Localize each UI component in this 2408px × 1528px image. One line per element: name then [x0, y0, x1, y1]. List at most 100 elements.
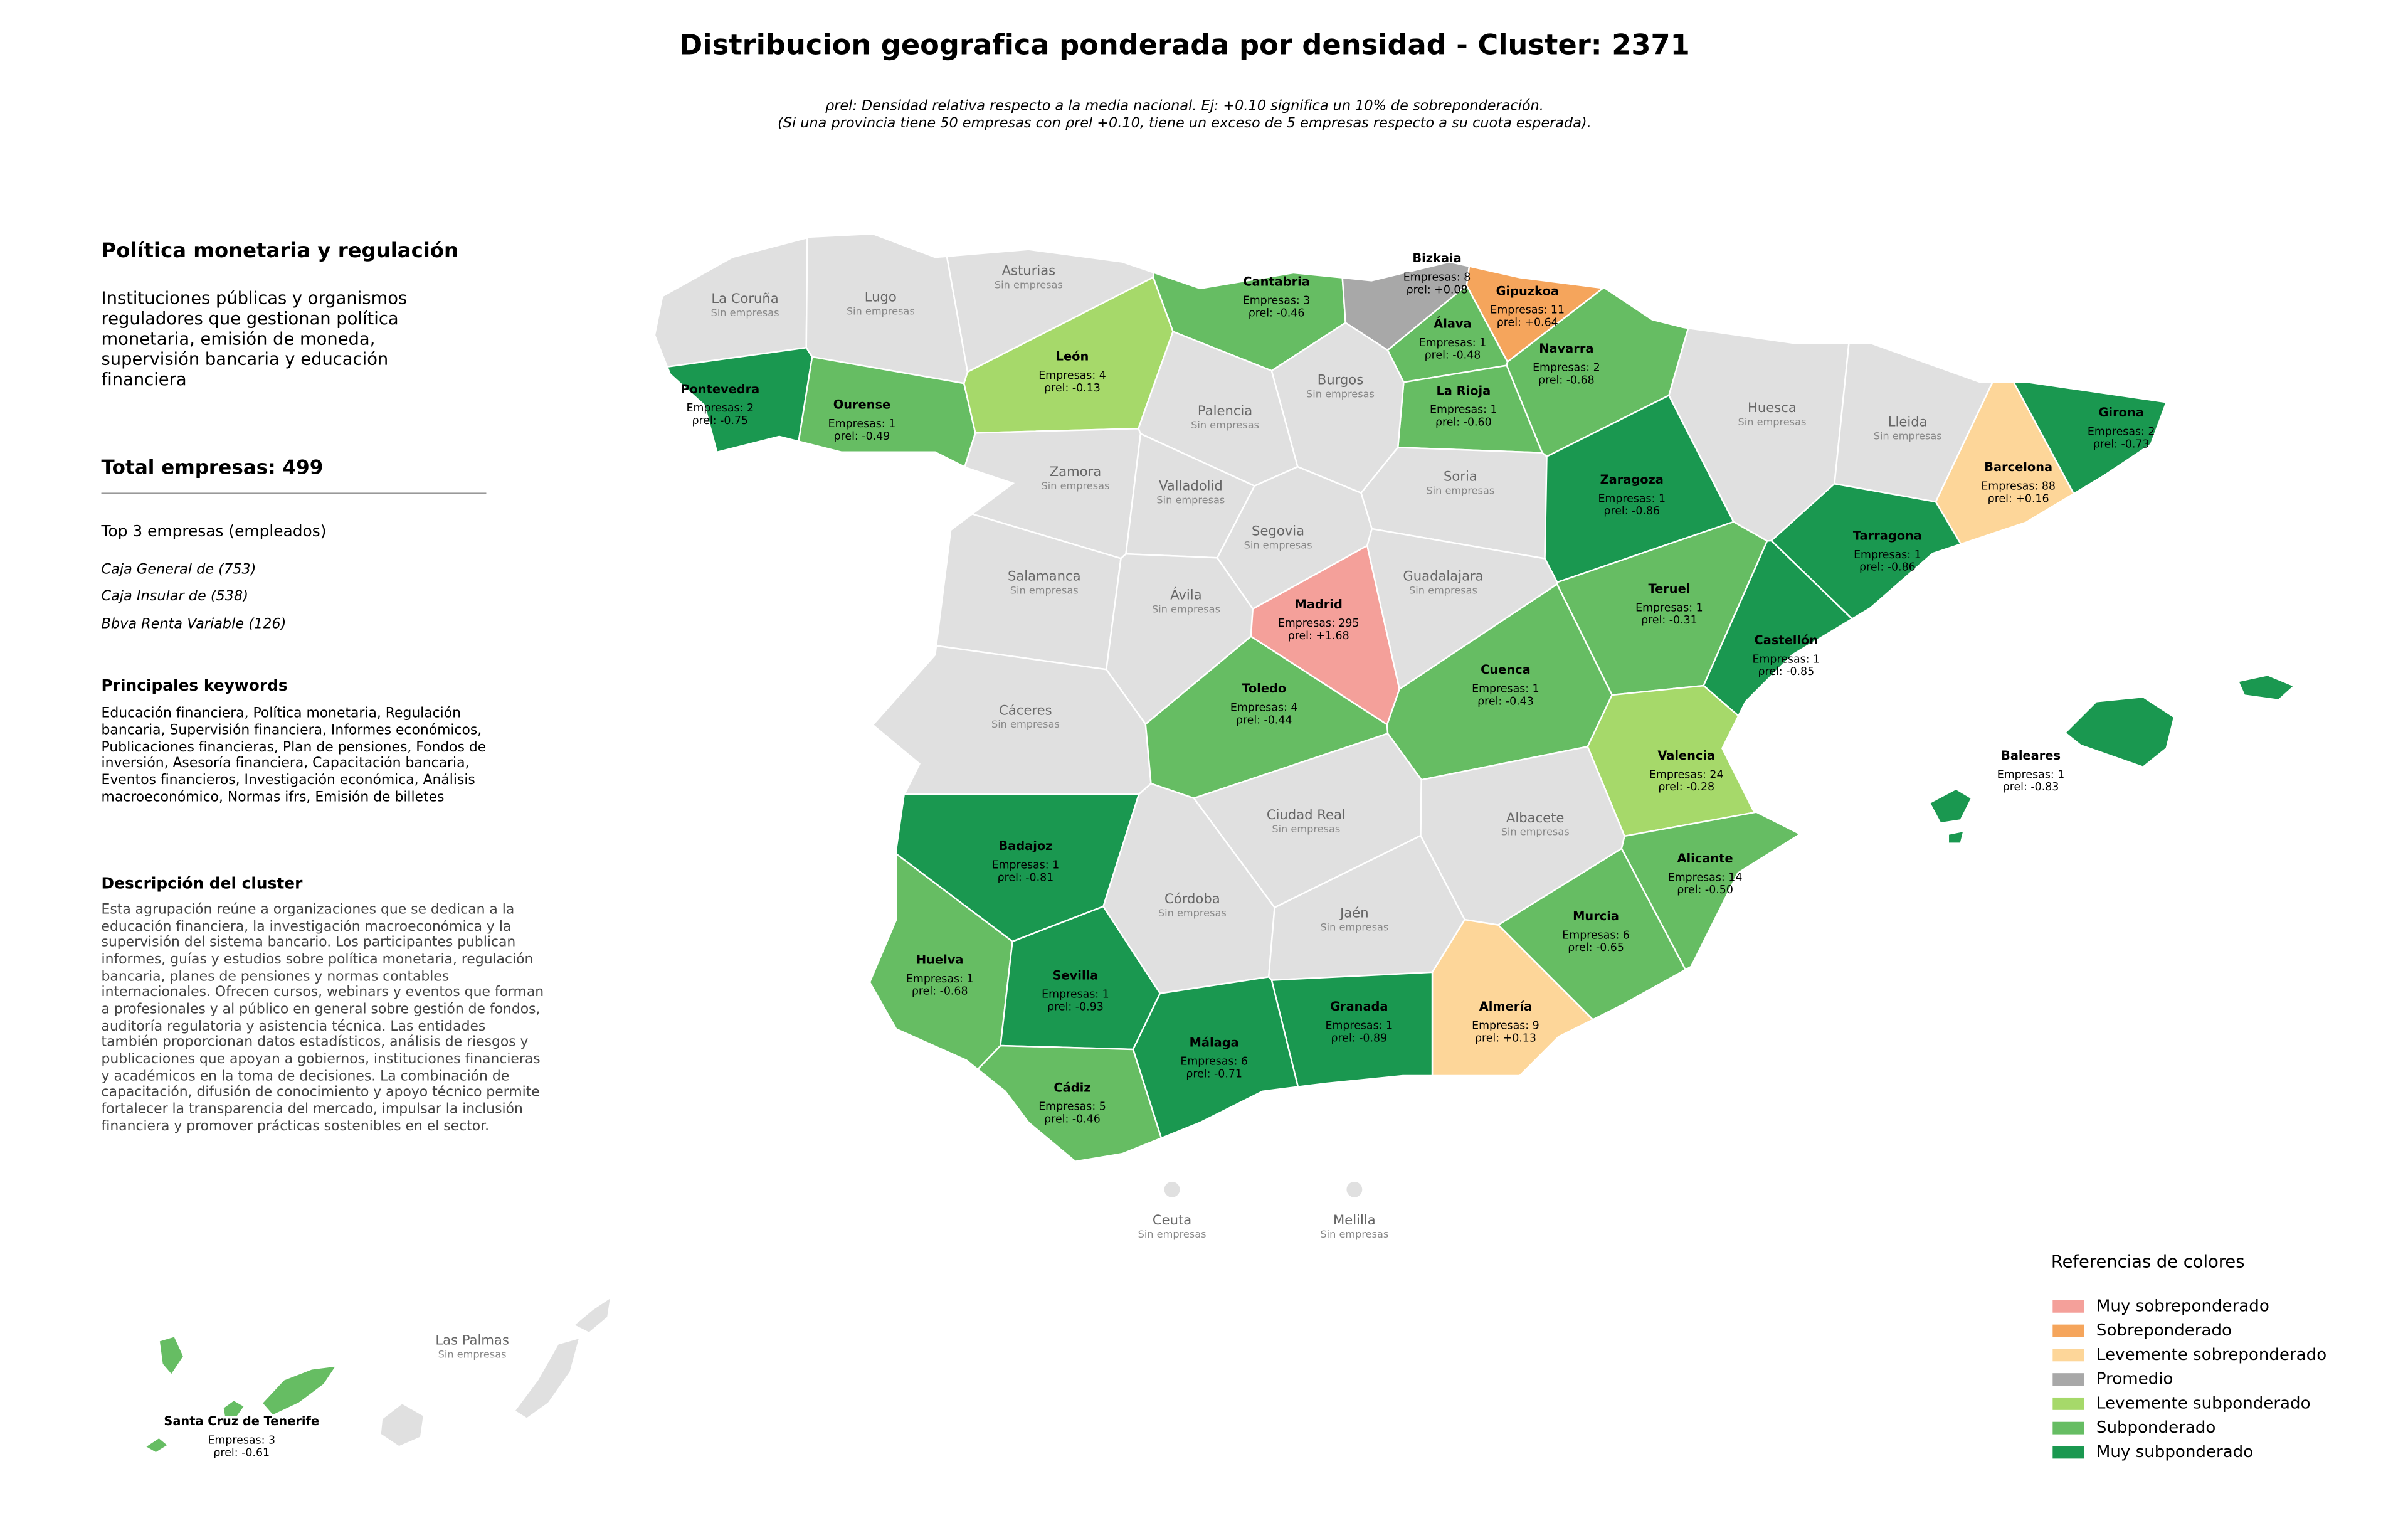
region-rho: ρrel: -0.93	[1047, 1001, 1104, 1014]
region-rho: ρrel: -0.85	[1758, 666, 1814, 678]
region-name: Cantabria	[1243, 274, 1310, 289]
region-count: Empresas: 1	[906, 973, 974, 985]
province	[666, 346, 813, 454]
region-count: Empresas: 2	[2088, 425, 2155, 438]
legend-label: Muy sobreponderado	[2096, 1297, 2269, 1315]
region-rho: ρrel: -0.46	[1044, 1113, 1101, 1126]
region-name: Granada	[1330, 999, 1388, 1014]
legend-label: Levemente subponderado	[2096, 1394, 2311, 1413]
region-name: Melilla	[1333, 1212, 1376, 1228]
region-name: La Rioja	[1436, 383, 1491, 398]
legend-swatch	[2052, 1300, 2084, 1313]
top-item: Caja Insular de (538)	[101, 589, 249, 605]
region-status: Sin empresas	[991, 718, 1060, 730]
subtitle: ρrel: Densidad relativa respecto a la me…	[825, 98, 1544, 114]
region-name: Santa Cruz de Tenerife	[164, 1414, 319, 1428]
region-rho: ρrel: -0.43	[1477, 695, 1534, 708]
region-name: Asturias	[1002, 262, 1056, 278]
region-name: Lleida	[1888, 414, 1928, 430]
province	[1770, 482, 1962, 620]
top-item: Caja General de (753)	[101, 563, 256, 579]
region-rho: ρrel: +1.68	[1288, 630, 1349, 642]
legend-swatch	[2052, 1324, 2084, 1337]
region-count: Empresas: 2	[686, 402, 754, 415]
region-name: Ávila	[1170, 586, 1201, 602]
region-name: Córdoba	[1164, 891, 1220, 906]
region-count: Empresas: 295	[1278, 617, 1360, 630]
region-status: Sin empresas	[1320, 1228, 1388, 1240]
region-name: Girona	[2099, 405, 2144, 420]
region-name: Salamanca	[1008, 568, 1081, 584]
region-count: Empresas: 8	[1403, 271, 1471, 284]
region-rho: ρrel: -0.83	[2003, 781, 2059, 793]
region-status: Sin empresas	[995, 279, 1063, 290]
legend-label: Levemente sobreponderado	[2096, 1345, 2326, 1364]
region-rho: ρrel: -0.61	[213, 1446, 270, 1459]
region-status: Sin empresas	[1426, 484, 1494, 496]
region-count: Empresas: 1	[1326, 1019, 1393, 1032]
region-rho: ρrel: -0.75	[692, 415, 748, 427]
region-rho: ρrel: -0.89	[1331, 1032, 1387, 1044]
region-rho: ρrel: -0.46	[1249, 307, 1305, 320]
region-name: Valencia	[1657, 748, 1715, 763]
region-status: Sin empresas	[711, 307, 779, 319]
panel-title: Política monetaria y regulación	[101, 240, 459, 264]
region-name: Badajoz	[998, 839, 1052, 853]
region-count: Empresas: 1	[1635, 602, 1703, 614]
region-status: Sin empresas	[1158, 907, 1227, 919]
region-count: Empresas: 1	[1753, 653, 1820, 666]
island	[513, 1336, 581, 1420]
region-name: Cádiz	[1054, 1080, 1090, 1095]
region-status: Sin empresas	[1409, 584, 1477, 596]
region-name: Ciudad Real	[1267, 807, 1346, 822]
region-name: Burgos	[1318, 371, 1363, 387]
region-rho: ρrel: -0.86	[1603, 505, 1660, 517]
region-count: Empresas: 1	[992, 859, 1060, 871]
legend-title: Referencias de colores	[2051, 1253, 2245, 1272]
region-name: Castellón	[1755, 633, 1819, 647]
region-name: Alicante	[1677, 851, 1733, 866]
island	[158, 1335, 185, 1377]
region-name: Ourense	[833, 398, 890, 412]
region-rho: ρrel: +0.64	[1497, 316, 1558, 329]
legend-label: Muy subponderado	[2096, 1443, 2253, 1462]
region-rho: ρrel: +0.16	[1988, 492, 2049, 505]
region-count: Empresas: 1	[1419, 337, 1487, 349]
region-status: Sin empresas	[1738, 416, 1806, 428]
region-count: Empresas: 4	[1230, 701, 1298, 714]
region-rho: ρrel: +0.08	[1407, 284, 1468, 296]
province	[1132, 976, 1299, 1140]
region-name: Cuenca	[1481, 662, 1531, 677]
region-rho: ρrel: -0.50	[1677, 884, 1733, 896]
legend-label: Subponderado	[2096, 1418, 2215, 1437]
separator	[101, 492, 487, 494]
city	[1164, 1181, 1180, 1197]
province	[1431, 918, 1595, 1077]
legend-swatch	[2052, 1373, 2084, 1386]
region-name: Palencia	[1198, 403, 1252, 418]
region-name: Toledo	[1242, 681, 1286, 696]
region-count: Empresas: 9	[1472, 1019, 1539, 1032]
description-title: Descripción del cluster	[101, 876, 303, 894]
region-name: Huelva	[916, 953, 963, 967]
region-rho: ρrel: +0.13	[1475, 1032, 1536, 1044]
region-name: Albacete	[1506, 810, 1565, 825]
region-name: Tarragona	[1853, 528, 1922, 543]
region-name: Bizkaia	[1412, 251, 1461, 265]
region-rho: ρrel: -0.44	[1236, 714, 1292, 726]
region-rho: ρrel: -0.31	[1641, 614, 1698, 627]
island	[260, 1364, 339, 1417]
region-rho: ρrel: -0.60	[1435, 416, 1492, 429]
top-item: Bbva Renta Variable (126)	[101, 617, 287, 634]
region-name: Zaragoza	[1600, 472, 1664, 487]
island	[1928, 788, 1973, 824]
region-name: Sevilla	[1053, 968, 1099, 982]
region-count: Empresas: 11	[1490, 304, 1565, 317]
region-name: León	[1056, 349, 1089, 364]
region-name: Valladolid	[1159, 477, 1223, 493]
region-status: Sin empresas	[1010, 584, 1079, 596]
legend-swatch	[2052, 1397, 2084, 1410]
region-count: Empresas: 1	[1042, 989, 1109, 1001]
